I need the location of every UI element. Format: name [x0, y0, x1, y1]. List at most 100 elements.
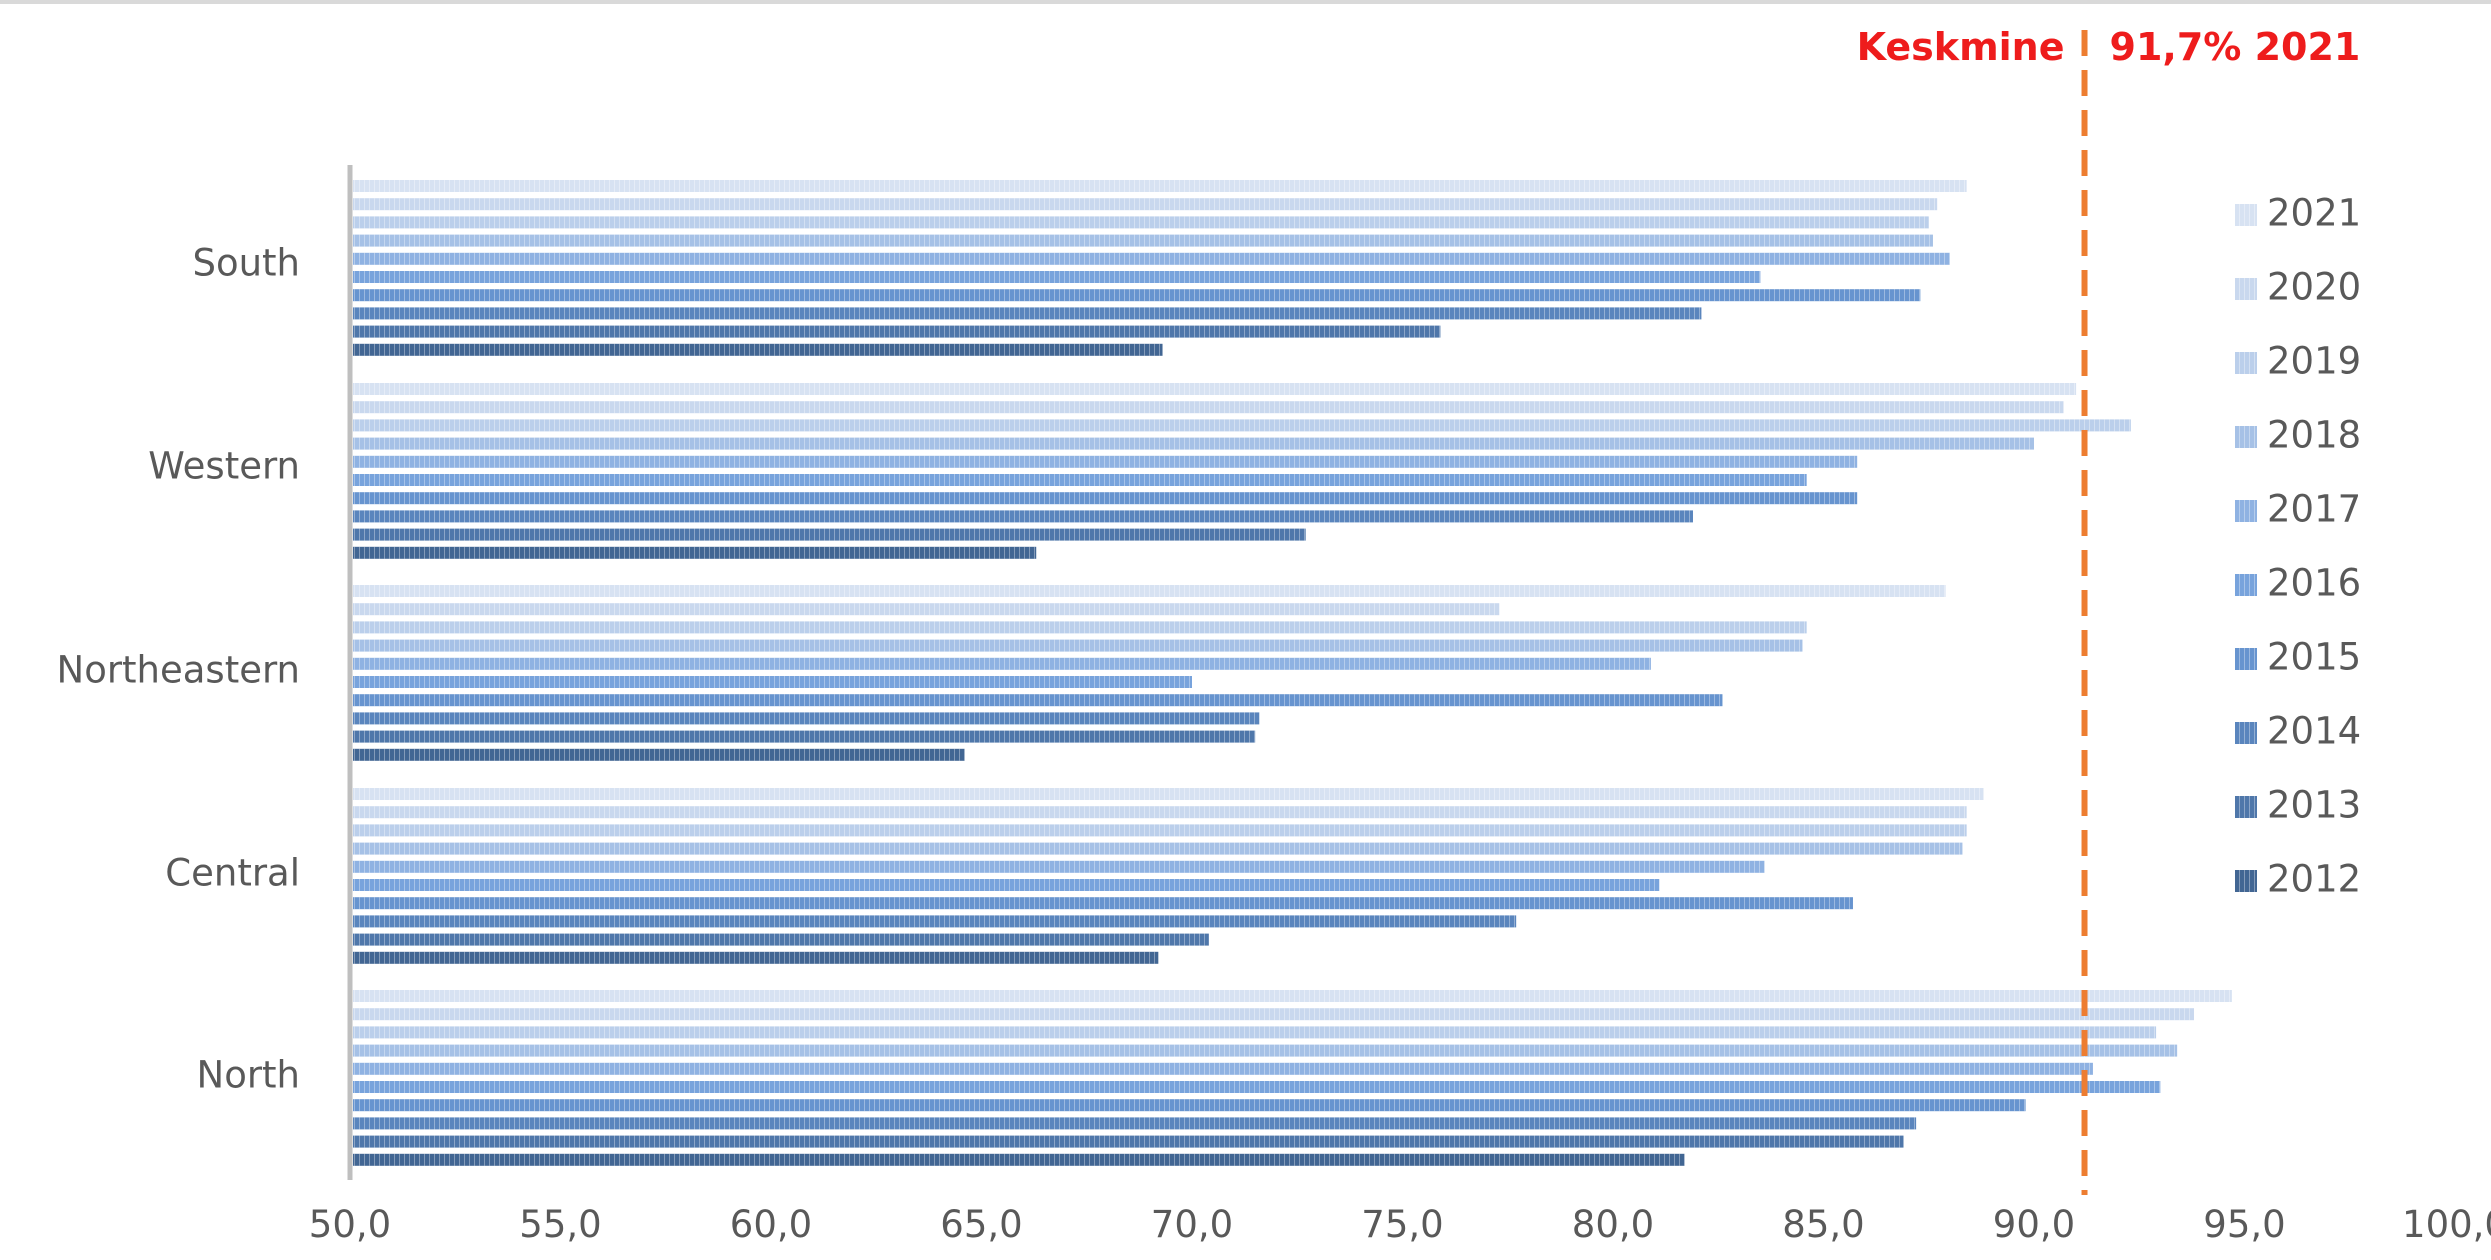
- bar-texture-south-2015: [353, 289, 1921, 302]
- bar-texture-western-2021: [353, 383, 2077, 395]
- legend-label-2021: 2021: [2267, 192, 2361, 235]
- reference-label-left: Keskmine: [1857, 25, 2065, 69]
- legend-label-2015: 2015: [2267, 636, 2361, 679]
- legend-label-2016: 2016: [2267, 562, 2361, 605]
- reference-line-group: Keskmine 91,7% 2021: [1857, 25, 2361, 1195]
- legend-label-2013: 2013: [2267, 784, 2361, 827]
- legend-label-2018: 2018: [2267, 414, 2361, 457]
- bar-texture-south-2016: [353, 271, 1761, 283]
- bar-texture-western-2013: [353, 528, 1306, 541]
- category-labels: South Western Northeastern Central North: [57, 242, 300, 1097]
- bar-texture-central-2013: [353, 933, 1209, 946]
- bar-texture-south-2014: [353, 307, 1702, 320]
- legend-label-2017: 2017: [2267, 488, 2361, 531]
- bar-texture-central-2015: [353, 897, 1853, 910]
- bar-texture-north-2016: [353, 1081, 2161, 1093]
- legend-swatch-texture-2015: [2235, 648, 2257, 670]
- bar-texture-western-2017: [353, 455, 1858, 468]
- bar-texture-northeastern-2014: [353, 712, 1260, 725]
- x-tick-label: 65,0: [940, 1203, 1022, 1246]
- bar-texture-north-2012: [353, 1153, 1685, 1166]
- x-tick-label: 75,0: [1361, 1203, 1443, 1246]
- top-rule: [0, 0, 2491, 4]
- reference-label-right: 91,7% 2021: [2110, 25, 2361, 69]
- x-tick-label: 85,0: [1782, 1203, 1864, 1246]
- category-group-north: [353, 990, 2232, 1166]
- legend-swatch-texture-2012: [2235, 870, 2257, 892]
- x-tick-label: 90,0: [1993, 1203, 2075, 1246]
- bar-texture-north-2020: [353, 1008, 2194, 1021]
- bar-texture-western-2014: [353, 510, 1693, 523]
- bar-texture-north-2015: [353, 1099, 2026, 1112]
- legend-label-2012: 2012: [2267, 858, 2361, 901]
- bar-texture-south-2019: [353, 216, 1929, 229]
- category-group-western: [353, 383, 2131, 559]
- bar-texture-north-2018: [353, 1044, 2178, 1057]
- x-tick-label: 95,0: [2203, 1203, 2285, 1246]
- legend-swatch-texture-2017: [2235, 500, 2257, 522]
- legend-label-2020: 2020: [2267, 266, 2361, 309]
- bar-texture-northeastern-2012: [353, 748, 965, 761]
- legend: 2021 2020 2019 2018 2017 2016 2015 2014 2013 2012: [2235, 192, 2361, 901]
- bar-texture-north-2019: [353, 1026, 2157, 1039]
- bar-texture-central-2020: [353, 806, 1967, 819]
- bar-texture-north-2013: [353, 1135, 1904, 1148]
- bar-texture-western-2016: [353, 474, 1807, 486]
- bar-texture-central-2017: [353, 860, 1765, 873]
- bar-texture-central-2012: [353, 951, 1159, 964]
- legend-label-2014: 2014: [2267, 710, 2361, 753]
- legend-swatch-texture-2016: [2235, 574, 2257, 596]
- category-label-north: North: [197, 1054, 300, 1097]
- x-tick-label: 70,0: [1151, 1203, 1233, 1246]
- bar-texture-south-2021: [353, 180, 1967, 192]
- bar-texture-central-2014: [353, 915, 1517, 928]
- bars-layer: [353, 180, 2232, 1166]
- category-group-south: [353, 180, 1967, 356]
- category-group-northeastern: [353, 585, 1946, 761]
- x-tick-label: 50,0: [309, 1203, 391, 1246]
- x-tick-label: 60,0: [730, 1203, 812, 1246]
- bar-texture-northeastern-2016: [353, 676, 1192, 688]
- bar-texture-central-2018: [353, 842, 1963, 855]
- bar-texture-south-2013: [353, 325, 1441, 338]
- bar-texture-northeastern-2013: [353, 730, 1256, 743]
- bar-texture-south-2018: [353, 234, 1933, 247]
- bar-texture-central-2019: [353, 824, 1967, 837]
- bar-texture-northeastern-2019: [353, 621, 1807, 634]
- legend-label-2019: 2019: [2267, 340, 2361, 383]
- x-tick-labels: 50,0 55,0 60,0 65,0 70,0 75,0 80,0 85,0 90,0 95,0…: [309, 1203, 2491, 1246]
- bar-texture-northeastern-2020: [353, 603, 1500, 616]
- bar-texture-central-2016: [353, 879, 1660, 891]
- category-label-northeastern: Northeastern: [57, 649, 300, 692]
- bar-texture-south-2012: [353, 343, 1163, 356]
- bar-texture-western-2015: [353, 492, 1858, 505]
- bar-texture-western-2018: [353, 437, 2034, 450]
- category-label-south: South: [192, 242, 300, 285]
- bar-texture-north-2017: [353, 1062, 2093, 1075]
- bar-texture-northeastern-2021: [353, 585, 1946, 597]
- legend-swatch-texture-2020: [2235, 278, 2257, 300]
- category-label-western: Western: [148, 445, 300, 488]
- bar-texture-south-2017: [353, 252, 1950, 265]
- bar-texture-western-2020: [353, 401, 2064, 414]
- legend-swatch-texture-2014: [2235, 722, 2257, 744]
- x-tick-label: 80,0: [1572, 1203, 1654, 1246]
- bar-texture-western-2012: [353, 546, 1037, 559]
- bar-texture-central-2021: [353, 788, 1984, 800]
- legend-swatch-texture-2021: [2235, 204, 2257, 226]
- legend-swatch-texture-2019: [2235, 352, 2257, 374]
- legend-swatch-texture-2013: [2235, 796, 2257, 818]
- x-tick-label: 100,0: [2402, 1203, 2491, 1246]
- category-group-central: [353, 788, 1984, 964]
- bar-texture-northeastern-2018: [353, 639, 1803, 652]
- bar-texture-northeastern-2015: [353, 694, 1723, 707]
- x-tick-label: 55,0: [519, 1203, 601, 1246]
- bar-texture-north-2014: [353, 1117, 1917, 1130]
- bar-texture-western-2019: [353, 419, 2131, 432]
- bar-texture-northeastern-2017: [353, 657, 1651, 670]
- bar-texture-north-2021: [353, 990, 2232, 1002]
- legend-swatch-texture-2018: [2235, 426, 2257, 448]
- bar-texture-south-2020: [353, 198, 1938, 211]
